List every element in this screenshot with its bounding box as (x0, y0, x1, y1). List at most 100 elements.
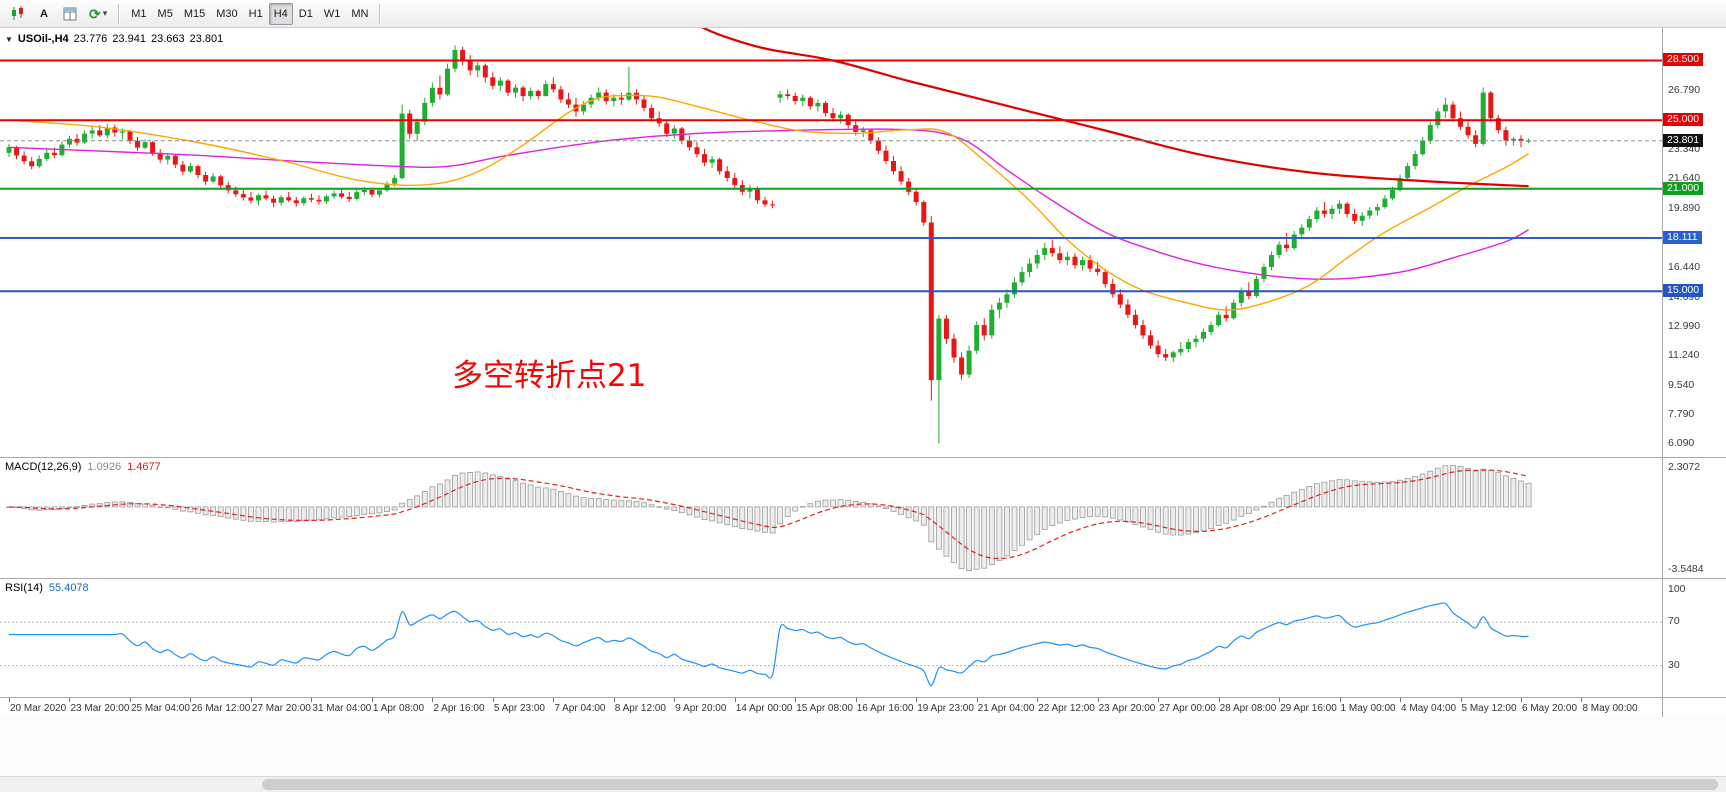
time-label: 8 Apr 12:00 (614, 703, 666, 714)
time-label: 23 Apr 20:00 (1098, 703, 1156, 714)
price-tick: 9.540 (1668, 378, 1695, 391)
macd-panel: MACD(12,26,9) 1.0926 1.4677 (0, 457, 1726, 578)
time-label: 1 Apr 08:00 (372, 703, 425, 714)
symbol-name: USOil-,H4 (17, 33, 69, 45)
grid-icon (63, 7, 77, 20)
time-tick (553, 698, 555, 702)
time-label: 16 Apr 16:00 (856, 703, 914, 714)
time-label: 20 Mar 2020 (10, 703, 67, 714)
time-label: 4 May 04:00 (1401, 703, 1457, 714)
ma-slow-red (701, 28, 1529, 188)
timeframe-button-M5[interactable]: M5 (153, 3, 178, 25)
ohlc-open: 23.776 (73, 33, 108, 45)
text-annotation[interactable]: 多空转折点21 (452, 358, 647, 394)
toolbar-separator (379, 3, 382, 24)
main-chart-canvas[interactable] (0, 28, 1662, 457)
ohlc-close: 23.801 (189, 33, 224, 45)
price-badge: 18.111 (1663, 231, 1702, 245)
time-tick (1279, 698, 1281, 702)
price-scale[interactable]: 26.79023.34021.64019.89016.44014.69012.9… (1662, 28, 1726, 717)
time-label: 5 May 12:00 (1461, 703, 1517, 714)
price-badge: 15.000 (1663, 284, 1704, 298)
time-label: 1 May 00:00 (1340, 703, 1396, 714)
time-label: 14 Apr 00:00 (735, 703, 793, 714)
timeframe-button-MN[interactable]: MN (346, 3, 373, 25)
rsi-value: 55.4078 (48, 582, 89, 594)
chart-area: ▼ USOil-,H4 23.776 23.941 23.663 23.801 … (0, 28, 1726, 718)
price-tick: 12.990 (1668, 319, 1701, 332)
price-badge: 21.000 (1663, 181, 1704, 195)
time-label: 31 Mar 04:00 (312, 703, 372, 714)
tile-windows-button[interactable] (58, 3, 82, 25)
candles-layer (6, 45, 1532, 444)
horizontal-scrollbar[interactable] (0, 776, 1726, 792)
timeframe-button-M30[interactable]: M30 (211, 3, 242, 25)
auto-refresh-button[interactable]: ⟳ ▾ (84, 3, 112, 25)
timeframe-button-M15[interactable]: M15 (179, 3, 210, 25)
time-tick (1158, 698, 1160, 702)
timeframe-button-M1[interactable]: M1 (126, 3, 151, 25)
time-label: 8 May 00:00 (1582, 703, 1638, 714)
h-scrollbar-thumb[interactable] (262, 779, 1718, 790)
price-tick: 6.090 (1668, 437, 1695, 450)
rsi-canvas[interactable] (0, 579, 1662, 698)
time-tick (492, 698, 494, 702)
time-axis[interactable]: 20 Mar 2020 23 Mar 20:00 25 Mar 04:00 26 Ma… (0, 697, 1726, 718)
time-label: 27 Apr 00:00 (1159, 703, 1216, 714)
symbol-header: ▼ USOil-,H4 23.776 23.941 23.663 23.801 (5, 33, 223, 45)
ohlc-high: 23.941 (112, 33, 146, 45)
ma-fast-magenta (8, 128, 1529, 280)
time-label: 27 Mar 20:00 (251, 703, 311, 714)
time-tick (1521, 698, 1522, 702)
time-tick (1339, 698, 1341, 702)
time-label: 29 Apr 16:00 (1280, 703, 1337, 714)
price-tick: 21.640 (1668, 171, 1701, 184)
price-tick: 100 (1668, 582, 1686, 595)
price-tick: 16.440 (1668, 260, 1701, 273)
macd-title: MACD(12,26,9) (5, 461, 82, 473)
charts-button[interactable] (5, 3, 30, 25)
rsi-panel: RSI(14) 55.4078 (0, 578, 1726, 698)
time-label: 23 Mar 20:00 (70, 703, 130, 714)
time-tick (250, 698, 252, 702)
time-tick (674, 698, 676, 702)
price-tick: 30 (1668, 658, 1680, 671)
timeframe-group: M1 M5 M15 M30 H1 H4 D1 W1 MN (126, 2, 373, 25)
main-chart-panel: ▼ USOil-,H4 23.776 23.941 23.663 23.801 … (0, 28, 1726, 457)
macd-signal-line (8, 469, 1529, 560)
timeframe-button-H1[interactable]: H1 (244, 3, 268, 25)
macd-signal-value: 1.4677 (127, 461, 161, 473)
ohlc-low: 23.663 (150, 33, 185, 45)
timeframe-button-W1[interactable]: W1 (319, 3, 346, 25)
timeframe-button-H4[interactable]: H4 (268, 2, 293, 25)
timeframe-button-D1[interactable]: D1 (294, 3, 318, 25)
price-tick: 7.790 (1668, 408, 1695, 421)
time-tick (371, 698, 373, 702)
horizontal-level-lines[interactable] (0, 59, 1662, 293)
time-label: 2 Apr 16:00 (433, 703, 485, 714)
macd-histogram (6, 465, 1532, 572)
time-label: 5 Apr 23:00 (493, 703, 545, 714)
time-tick (1218, 698, 1220, 702)
rsi-title: RSI(14) (5, 582, 43, 594)
price-badge: 28.500 (1663, 53, 1704, 67)
toolbar-separator (118, 3, 121, 24)
time-label: 21 Apr 04:00 (977, 703, 1035, 714)
toolbar: A ⟳ ▾ M1 M5 M15 M30 H1 H4 D1 W1 MN (0, 0, 1726, 28)
price-badge: 23.801 (1663, 133, 1704, 147)
candlestick-icon (12, 6, 23, 20)
time-tick (613, 698, 615, 702)
price-tick: -3.5484 (1668, 563, 1704, 575)
time-label: 25 Mar 04:00 (130, 703, 190, 714)
collapse-triangle-icon[interactable]: ▼ (5, 34, 13, 44)
time-tick (1400, 698, 1402, 702)
text-a-button[interactable]: A (32, 3, 56, 25)
bottom-strip (0, 717, 1726, 792)
time-tick (734, 698, 736, 702)
time-tick (432, 698, 434, 702)
moving-averages-layer[interactable] (8, 28, 1529, 311)
macd-canvas[interactable] (0, 458, 1662, 578)
price-tick: 70 (1668, 615, 1680, 628)
price-tick: 2.3072 (1668, 461, 1701, 473)
dropdown-caret-icon: ▾ (102, 8, 108, 18)
